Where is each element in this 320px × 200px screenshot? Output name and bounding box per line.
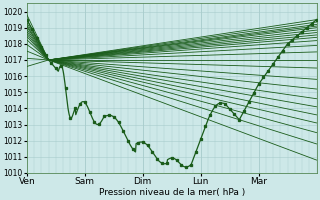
X-axis label: Pression niveau de la mer( hPa ): Pression niveau de la mer( hPa ) bbox=[99, 188, 245, 197]
